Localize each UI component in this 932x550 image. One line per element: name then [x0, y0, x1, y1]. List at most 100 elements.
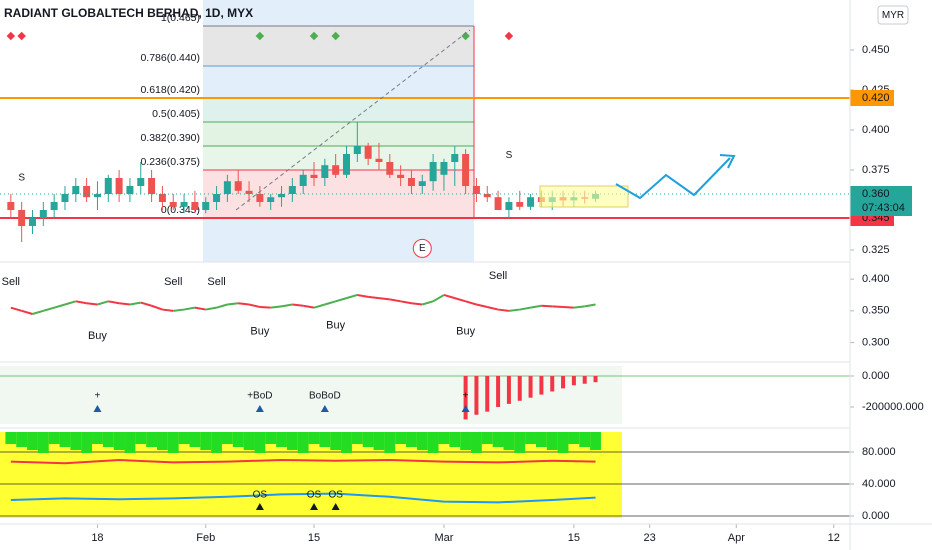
indicator-segment [368, 295, 380, 300]
histogram-bar [593, 375, 598, 383]
y-tick-label: 0.000 [862, 510, 890, 522]
candle-body [364, 146, 372, 159]
arrow-up [461, 405, 470, 412]
price-tag [850, 90, 894, 106]
histogram-bar [561, 375, 566, 389]
heat-cell [384, 432, 396, 453]
heat-cell [308, 432, 320, 444]
oscillator-line [10, 458, 596, 465]
countdown: 07:43:04 [862, 202, 905, 214]
signal-label: Sell [207, 276, 225, 288]
heat-cell [427, 432, 439, 453]
marker [331, 503, 340, 510]
candle-body [83, 186, 91, 198]
heat-cell [546, 432, 558, 450]
heat-cell [211, 432, 222, 453]
candle-body [278, 194, 286, 198]
heat-cell [330, 432, 342, 450]
y-tick-label: 0.400 [862, 124, 890, 136]
oscillator-line [10, 492, 596, 504]
candle-body [321, 165, 329, 178]
candle-body [386, 162, 394, 175]
heat-cell [157, 432, 168, 450]
candle-body [516, 202, 524, 207]
heat-cell [373, 432, 385, 450]
annotation: S [18, 173, 25, 184]
candle-body [213, 194, 221, 202]
plot-layer: 18 Feb 15 Mar 15 23 Apr 12 0.325 0.350 0.375 0.400 0… [0, 12, 924, 544]
heat-cell [146, 432, 157, 447]
last-price-label: 0.360 [862, 188, 890, 200]
histogram-bar [528, 375, 533, 398]
heat-cell [471, 432, 482, 453]
indicator-segment [443, 294, 456, 300]
candle-body [462, 154, 470, 186]
x-tick-label: 18 [91, 532, 103, 544]
heat-cell [27, 432, 38, 450]
marker [310, 503, 319, 510]
candle-body [527, 197, 535, 207]
histogram-bar [474, 375, 479, 415]
annotation: OS [307, 490, 322, 501]
x-tick-label: Mar [434, 532, 453, 544]
heat-cell [59, 432, 71, 447]
candle-body [50, 202, 58, 210]
heat-cell [70, 432, 82, 450]
signal-label: Buy [456, 326, 475, 338]
heat-cell [590, 432, 601, 450]
heat-cell [514, 432, 526, 453]
heat-cell [341, 432, 352, 453]
annotation: S [506, 150, 513, 161]
fib-label: 0.618(0.420) [140, 84, 200, 96]
heat-cell [16, 432, 28, 447]
indicator-segment [183, 306, 196, 311]
indicator-segment [270, 305, 282, 309]
event-circle [412, 238, 432, 258]
x-tick-label: 23 [644, 532, 656, 544]
candle-body [472, 186, 480, 194]
candle-body [505, 202, 513, 210]
heat-cell [568, 432, 580, 444]
trend-line [235, 29, 471, 211]
indicator-segment [573, 305, 585, 309]
heat-cell [503, 432, 515, 450]
indicator-segment [411, 302, 423, 306]
signal [17, 31, 26, 41]
indicator-segment [378, 297, 390, 301]
heat-cell [243, 432, 255, 450]
last-price-tag [850, 186, 912, 216]
indicator-segment [281, 303, 293, 308]
y-tick-label: 80.000 [862, 446, 896, 458]
heat-cell [189, 432, 201, 447]
currency[interactable]: MYR [882, 10, 904, 21]
candle-body [126, 186, 134, 194]
x-tick-label: Apr [728, 532, 745, 544]
candle-body [148, 178, 156, 194]
indicator-segment [357, 293, 369, 298]
indicator-segment [530, 304, 542, 309]
indicator-segment [108, 300, 120, 305]
indicator-segment [151, 304, 163, 311]
candle-body [104, 178, 112, 194]
indicator-segment [227, 302, 239, 306]
heat-cell [167, 432, 179, 453]
signal [461, 31, 470, 41]
candle-body [429, 162, 437, 182]
heat-cell [37, 432, 49, 453]
heat-cell [178, 432, 190, 444]
indicator-segment [324, 300, 336, 306]
x-tick-label: Feb [196, 532, 215, 544]
heat-cell [135, 432, 147, 444]
candle-body [440, 162, 448, 175]
fib-band [203, 98, 474, 122]
candle-body [223, 181, 231, 194]
candle-body [332, 165, 340, 175]
signal-label: Sell [489, 270, 507, 282]
candle-body [191, 202, 199, 210]
currency-box[interactable] [877, 5, 909, 25]
indicator-segment [335, 297, 347, 303]
signal-label: Buy [326, 319, 345, 331]
candle-body [451, 154, 459, 162]
histogram-bar [571, 375, 576, 386]
arrow-up [320, 405, 329, 412]
